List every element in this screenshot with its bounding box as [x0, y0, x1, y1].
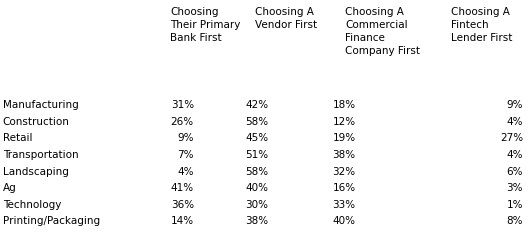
Text: 4%: 4%	[507, 117, 523, 127]
Text: 58%: 58%	[245, 117, 268, 127]
Text: 14%: 14%	[170, 216, 194, 226]
Text: 16%: 16%	[332, 183, 356, 193]
Text: 40%: 40%	[245, 183, 268, 193]
Text: 41%: 41%	[170, 183, 194, 193]
Text: Choosing A
Vendor First: Choosing A Vendor First	[255, 7, 317, 30]
Text: Ag: Ag	[3, 183, 16, 193]
Text: 27%: 27%	[500, 133, 523, 144]
Text: 30%: 30%	[245, 200, 268, 210]
Text: 6%: 6%	[507, 166, 523, 177]
Text: 7%: 7%	[177, 150, 194, 160]
Text: 32%: 32%	[332, 166, 356, 177]
Text: Landscaping: Landscaping	[3, 166, 68, 177]
Text: 38%: 38%	[332, 150, 356, 160]
Text: Retail: Retail	[3, 133, 32, 144]
Text: Choosing A
Commercial
Finance
Company First: Choosing A Commercial Finance Company Fi…	[345, 7, 420, 56]
Text: 4%: 4%	[177, 166, 194, 177]
Text: 19%: 19%	[332, 133, 356, 144]
Text: 26%: 26%	[170, 117, 194, 127]
Text: Transportation: Transportation	[3, 150, 78, 160]
Text: Technology: Technology	[3, 200, 61, 210]
Text: 42%: 42%	[245, 100, 268, 110]
Text: 45%: 45%	[245, 133, 268, 144]
Text: 8%: 8%	[507, 216, 523, 226]
Text: Construction: Construction	[3, 117, 70, 127]
Text: 33%: 33%	[332, 200, 356, 210]
Text: 9%: 9%	[177, 133, 194, 144]
Text: Manufacturing: Manufacturing	[3, 100, 79, 110]
Text: 4%: 4%	[507, 150, 523, 160]
Text: 31%: 31%	[170, 100, 194, 110]
Text: Choosing A
Fintech
Lender First: Choosing A Fintech Lender First	[451, 7, 513, 43]
Text: Printing/Packaging: Printing/Packaging	[3, 216, 100, 226]
Text: 58%: 58%	[245, 166, 268, 177]
Text: 1%: 1%	[507, 200, 523, 210]
Text: 18%: 18%	[332, 100, 356, 110]
Text: 40%: 40%	[333, 216, 356, 226]
Text: Choosing
Their Primary
Bank First: Choosing Their Primary Bank First	[170, 7, 241, 43]
Text: 38%: 38%	[245, 216, 268, 226]
Text: 51%: 51%	[245, 150, 268, 160]
Text: 12%: 12%	[332, 117, 356, 127]
Text: 3%: 3%	[507, 183, 523, 193]
Text: 36%: 36%	[170, 200, 194, 210]
Text: 9%: 9%	[507, 100, 523, 110]
